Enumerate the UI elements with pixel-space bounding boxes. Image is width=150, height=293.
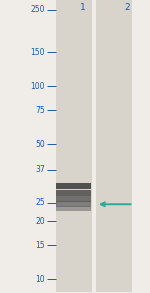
Bar [56,201,91,207]
Text: 75: 75 [35,106,45,115]
Text: 25: 25 [35,198,45,207]
Bar [56,0,92,292]
Text: 50: 50 [35,140,45,149]
Text: 100: 100 [30,82,45,91]
Bar [56,183,91,189]
Bar [56,196,91,202]
Text: 150: 150 [30,48,45,57]
Text: 37: 37 [35,165,45,174]
Bar [56,206,91,211]
Bar [96,0,132,292]
Text: 1: 1 [80,4,86,12]
Text: 15: 15 [35,241,45,250]
Text: 2: 2 [125,4,130,12]
Text: 10: 10 [35,275,45,284]
Text: 250: 250 [30,5,45,14]
Text: 20: 20 [35,217,45,226]
Bar [56,190,91,196]
